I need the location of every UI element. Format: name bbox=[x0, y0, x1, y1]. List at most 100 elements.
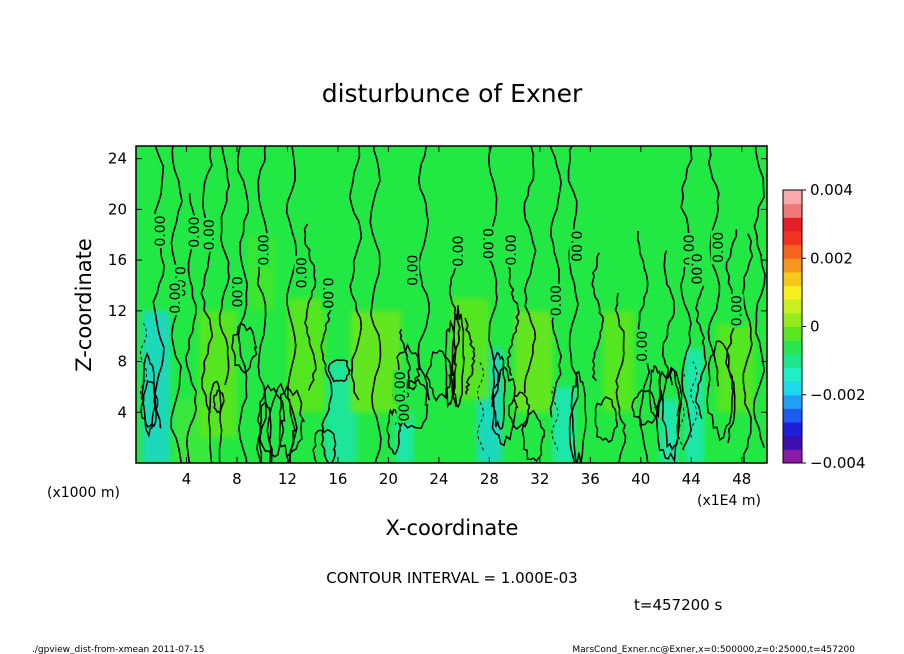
contour-line bbox=[218, 146, 230, 386]
y-tick-label: 12 bbox=[108, 302, 127, 320]
x-axis-ticks: 4 8 12 16 20 24 28 32 36 40 44 48 bbox=[182, 146, 751, 488]
contour-line bbox=[506, 265, 520, 377]
contour-line bbox=[449, 248, 462, 408]
contour-loop bbox=[278, 385, 306, 459]
x-tick-label: 12 bbox=[278, 470, 297, 488]
x-tick-label: 16 bbox=[328, 470, 347, 488]
contour-loop bbox=[425, 349, 454, 402]
contour-loop bbox=[258, 401, 272, 463]
contour-label: 0.00 bbox=[567, 229, 584, 264]
contour-line bbox=[752, 146, 766, 448]
contour-label: 0.00 bbox=[710, 230, 727, 265]
colorbar-cell bbox=[783, 435, 802, 450]
colorbar-tick-label: 0 bbox=[810, 318, 820, 336]
contour-loop bbox=[230, 322, 258, 374]
colorbar-cell bbox=[783, 203, 802, 218]
contour-label-text: 0.00 bbox=[687, 253, 703, 284]
y-axis-ticks: 4 8 12 16 20 24 bbox=[108, 150, 767, 421]
contour-label: 0.00 bbox=[405, 253, 421, 288]
contour-line bbox=[200, 146, 214, 414]
contour-loop bbox=[631, 389, 659, 426]
y-tick-label: 24 bbox=[108, 150, 127, 168]
contour-line-negative bbox=[139, 323, 148, 400]
contour-label-text: 0.00 bbox=[168, 283, 184, 314]
contour-line bbox=[614, 292, 627, 463]
colorbar-cell bbox=[783, 217, 802, 232]
contour-loop bbox=[521, 409, 545, 463]
contour-loop bbox=[594, 395, 619, 443]
contour-label-text: 0.00 bbox=[319, 278, 335, 309]
colorbar-tick-label: −0.004 bbox=[810, 454, 866, 472]
contour-line-negative bbox=[677, 374, 685, 451]
contour-label: 0.00 bbox=[450, 234, 467, 269]
contour-line bbox=[369, 146, 382, 463]
contour-label-text: 0.00 bbox=[187, 217, 203, 248]
contour-label: 0.00 bbox=[729, 293, 746, 328]
colorbar-cell bbox=[783, 299, 802, 314]
y-tick-label: 16 bbox=[108, 251, 127, 269]
contour-label: 0.00 bbox=[687, 252, 704, 286]
contour-loop bbox=[706, 340, 734, 442]
contour-line-negative bbox=[690, 361, 698, 438]
contour-loop bbox=[655, 366, 681, 463]
contour-line bbox=[285, 146, 298, 463]
field-patch bbox=[199, 310, 237, 438]
colorbar-cell bbox=[783, 244, 802, 259]
contour-label-text: 0.00 bbox=[153, 215, 169, 246]
colorbar-cell bbox=[783, 230, 802, 246]
contour-interval-text: CONTOUR INTERVAL = 1.000E-03 bbox=[326, 569, 577, 587]
contour-label-text: 0.00 bbox=[549, 285, 565, 316]
x-axis-label: X-coordinate bbox=[386, 516, 519, 540]
contour-loop bbox=[207, 380, 223, 463]
x-tick-label: 44 bbox=[682, 470, 701, 488]
plot-area: 0.00 0.00 0.00 0.00 0.00 0.00 0.00 0.00 0.00 0.00… bbox=[108, 145, 768, 488]
contour-line bbox=[303, 223, 317, 391]
colorbar-cell bbox=[783, 258, 802, 273]
x-tick-label: 24 bbox=[429, 470, 448, 488]
colorbar-tick-label: 0.004 bbox=[810, 181, 853, 199]
colorbar-cell bbox=[783, 422, 802, 437]
contour-loop bbox=[266, 382, 297, 463]
contour-line bbox=[320, 309, 333, 463]
contour-label: 0.00 bbox=[168, 281, 184, 316]
contour-loop bbox=[451, 305, 465, 409]
colorbar-cell bbox=[783, 340, 802, 355]
plot-frame bbox=[135, 145, 768, 464]
contour-label: 0.00 bbox=[549, 283, 565, 318]
footer-right: MarsCond_Exner.nc@Exner,x=0:500000,z=0:2… bbox=[572, 645, 855, 654]
contour-loop bbox=[492, 351, 506, 431]
contour-line bbox=[680, 146, 693, 450]
contour-label-text: 0.00 bbox=[228, 276, 244, 307]
x-scale-label: (x1E4 m) bbox=[697, 493, 761, 509]
colorbar-cell bbox=[783, 271, 802, 287]
colorbar-cell bbox=[783, 449, 802, 464]
contour-line bbox=[567, 146, 579, 463]
x-tick-label: 8 bbox=[232, 470, 242, 488]
x-tick-label: 40 bbox=[631, 470, 650, 488]
contour-label-text: 0.00 bbox=[479, 228, 495, 259]
contour-line bbox=[725, 229, 739, 443]
y-tick-label: 20 bbox=[108, 200, 127, 218]
y-tick-label: 4 bbox=[117, 403, 127, 421]
contour-label: 0.00 bbox=[319, 276, 335, 311]
colorbar-cell bbox=[783, 285, 802, 300]
contour-label-text: 0.00 bbox=[711, 232, 727, 263]
contour-line bbox=[662, 250, 676, 386]
contour-loop bbox=[570, 370, 587, 463]
y-tick-label: 8 bbox=[117, 353, 127, 371]
footer-left: ./gpview_dist-from-xmean 2011-07-15 bbox=[32, 645, 204, 654]
contour-label: 0.00 bbox=[503, 233, 520, 267]
colorbar-cell bbox=[783, 190, 802, 205]
contour-loop bbox=[141, 351, 156, 438]
contour-label-text: 0.00 bbox=[257, 234, 273, 265]
colorbar-cell bbox=[783, 408, 802, 423]
time-text: t=457200 s bbox=[634, 596, 722, 614]
contour-label-text: 0.00 bbox=[393, 371, 409, 402]
contour-line bbox=[523, 146, 537, 394]
contour-line bbox=[549, 146, 563, 418]
contour-line-negative bbox=[551, 386, 559, 451]
x-tick-label: 20 bbox=[379, 470, 398, 488]
contour-line bbox=[694, 282, 708, 419]
colorbar-cell bbox=[783, 367, 802, 382]
contour-line bbox=[742, 233, 754, 463]
